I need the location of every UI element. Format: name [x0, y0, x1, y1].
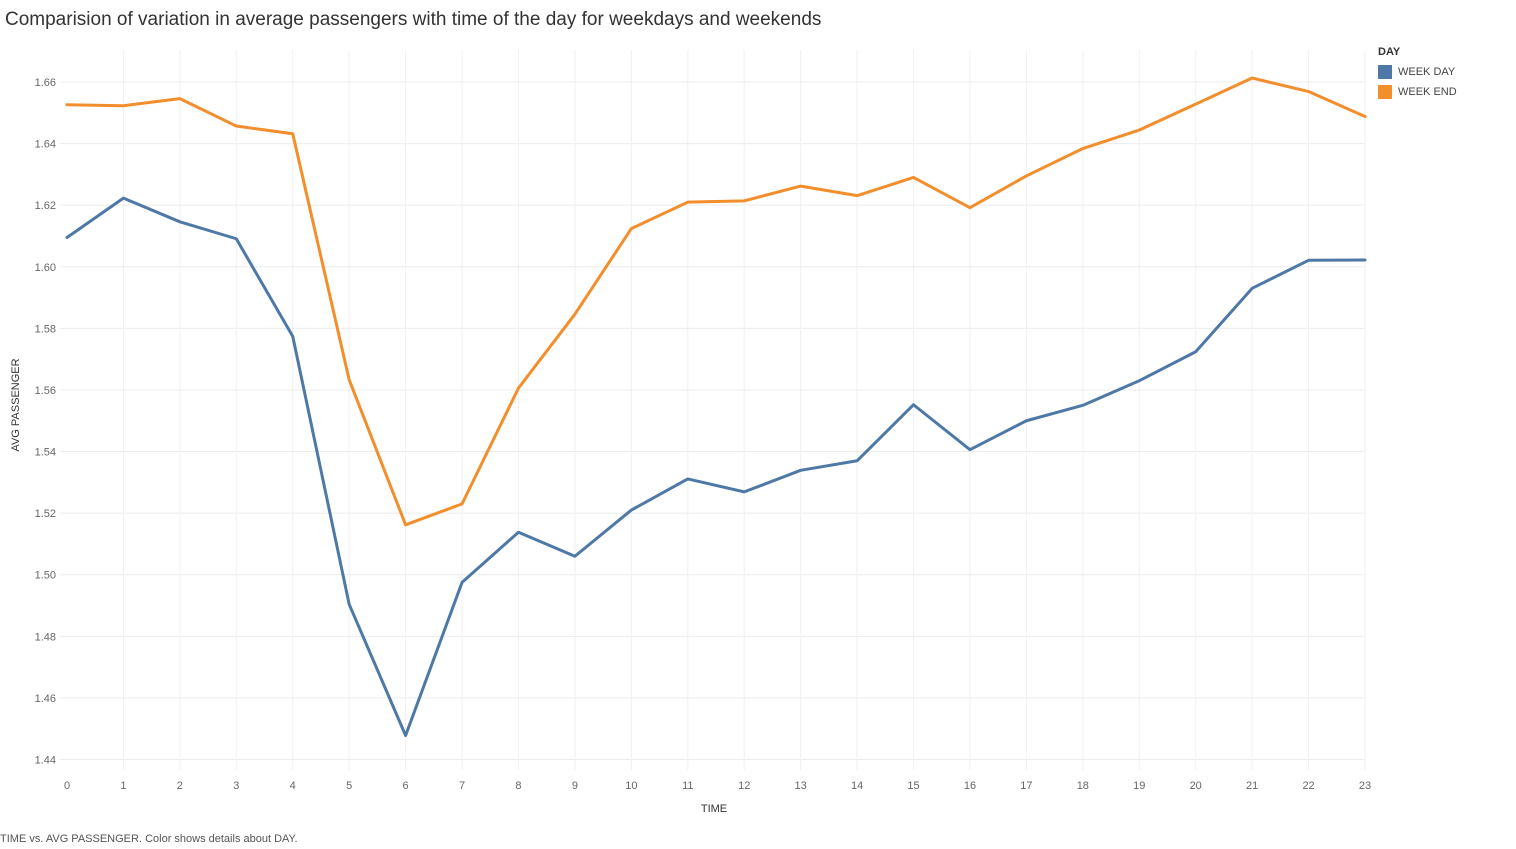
x-tick-label: 18	[1077, 780, 1089, 792]
footer-caption: TIME vs. AVG PASSENGER. Color shows deta…	[0, 833, 298, 845]
x-tick-label: 16	[964, 780, 976, 792]
x-tick-label: 15	[907, 780, 919, 792]
y-axis-title: AVG PASSENGER	[10, 358, 22, 451]
x-tick-label: 20	[1190, 780, 1202, 792]
y-tick-label: 1.52	[35, 508, 56, 520]
legend-swatch-week-end	[1378, 85, 1392, 99]
y-tick-label: 1.50	[35, 570, 56, 582]
x-tick-label: 5	[346, 780, 352, 792]
x-tick-label: 13	[795, 780, 807, 792]
y-tick-label: 1.54	[35, 447, 56, 459]
legend-label-week-day: WEEK DAY	[1398, 66, 1456, 78]
x-tick-label: 22	[1302, 780, 1314, 792]
x-tick-label: 9	[572, 780, 578, 792]
x-tick-label: 2	[177, 780, 183, 792]
x-tick-label: 23	[1359, 780, 1371, 792]
x-tick-label: 12	[738, 780, 750, 792]
legend-title: DAY	[1378, 46, 1401, 58]
series-line-week-end[interactable]	[65, 76, 1367, 527]
legend-swatch-week-day	[1378, 65, 1392, 79]
y-tick-label: 1.66	[35, 77, 56, 89]
y-tick-label: 1.62	[35, 200, 56, 212]
legend: DAY WEEK DAY WEEK END	[1378, 46, 1457, 102]
series-line-week-day[interactable]	[65, 196, 1367, 737]
y-tick-label: 1.44	[35, 755, 56, 767]
y-axis-ticks: 1.44 1.46 1.48 1.50 1.52 1.54 1.56 1.58 1.60 1.62…	[35, 77, 56, 767]
y-tick-label: 1.56	[35, 385, 56, 397]
x-tick-label: 10	[625, 780, 637, 792]
grid-lines	[60, 50, 1366, 770]
x-tick-label: 1	[120, 780, 126, 792]
x-tick-label: 11	[682, 780, 693, 792]
x-axis-title: TIME	[701, 803, 727, 815]
y-tick-label: 1.60	[35, 262, 56, 274]
chart-title: Comparision of variation in average pass…	[5, 9, 822, 30]
y-tick-label: 1.58	[35, 323, 56, 335]
x-tick-label: 8	[515, 780, 521, 792]
x-tick-label: 17	[1020, 780, 1032, 792]
x-tick-label: 19	[1133, 780, 1145, 792]
x-tick-label: 21	[1246, 780, 1258, 792]
y-tick-label: 1.46	[35, 693, 56, 705]
legend-item-week-day[interactable]: WEEK DAY	[1378, 62, 1457, 82]
series-lines	[65, 76, 1367, 737]
x-axis-ticks: 0 1 2 3 4 5 6 7 8 9 10 11 12 13 14 15 16 17 18 19 20 21 22 23	[64, 780, 1371, 792]
x-tick-label: 0	[64, 780, 70, 792]
legend-label-week-end: WEEK END	[1398, 86, 1457, 98]
x-tick-label: 6	[403, 780, 409, 792]
x-tick-label: 7	[459, 780, 465, 792]
x-tick-label: 14	[851, 780, 863, 792]
y-tick-label: 1.64	[35, 139, 56, 151]
legend-item-week-end[interactable]: WEEK END	[1378, 82, 1457, 102]
y-tick-label: 1.48	[35, 631, 56, 643]
x-tick-label: 3	[233, 780, 239, 792]
x-tick-label: 4	[290, 780, 296, 792]
